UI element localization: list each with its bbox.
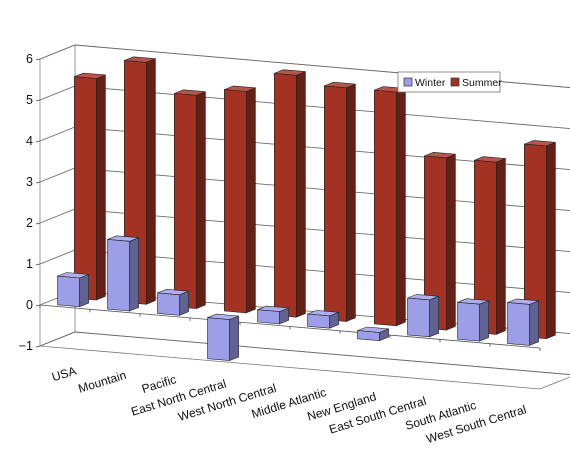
floor-edge: [539, 376, 570, 390]
summer-bar-6: [373, 86, 406, 327]
winter-bar-9: [507, 298, 539, 346]
y-tick-mark: [35, 222, 41, 225]
summer-bar-2: [174, 89, 206, 310]
legend-label-summer: Summer: [462, 77, 502, 89]
y-tick-label: 2: [26, 216, 33, 230]
x-tick-label: USA: [50, 364, 78, 385]
winter-bar-7: [407, 294, 439, 338]
summer-bar-9: [523, 140, 556, 340]
floor-edge: [39, 345, 541, 390]
y-tick-label: 1: [26, 257, 33, 271]
summer-bar-3: [224, 85, 256, 314]
legend-swatch-summer: [450, 77, 460, 87]
gridline: [39, 331, 570, 376]
y-tick-label: 0: [26, 298, 33, 312]
summer-bar-5: [323, 81, 356, 322]
winter-bar-4: [257, 305, 289, 325]
y-axis-ticks: −1 0 1 2 3 4 5 6: [19, 52, 41, 353]
summer-bar-8: [473, 156, 506, 335]
legend-swatch-winter: [403, 77, 413, 87]
winter-bar-8: [457, 298, 489, 342]
bars: [57, 56, 556, 362]
y-tick-label: 5: [26, 93, 33, 107]
winter-bar-3: [207, 313, 239, 362]
y-tick-mark: [35, 181, 41, 184]
x-tick-label: Mountain: [77, 368, 128, 396]
y-tick-mark: [35, 58, 41, 61]
winter-bar-2: [157, 288, 189, 316]
legend-label-winter: Winter: [415, 77, 446, 89]
y-tick-label: 4: [26, 134, 33, 148]
y-tick-mark: [35, 263, 41, 266]
y-tick-mark: [35, 304, 41, 307]
summer-bar-4: [273, 69, 306, 318]
summer-bar-7: [423, 151, 456, 331]
winter-bar-1: [107, 235, 139, 312]
y-tick-mark: [35, 345, 41, 348]
legend-box: [397, 71, 501, 93]
winter-bar-6: [357, 326, 389, 342]
y-tick-label: −1: [19, 339, 33, 353]
y-tick-mark: [35, 140, 41, 143]
winter-bar-0: [57, 272, 89, 308]
winter-bar-5: [307, 310, 339, 329]
y-tick-label: 6: [26, 52, 33, 66]
legend: Winter Summer: [397, 71, 502, 93]
y-tick-label: 3: [26, 175, 33, 189]
y-tick-mark: [35, 99, 41, 102]
summer-bar-0: [74, 72, 106, 301]
